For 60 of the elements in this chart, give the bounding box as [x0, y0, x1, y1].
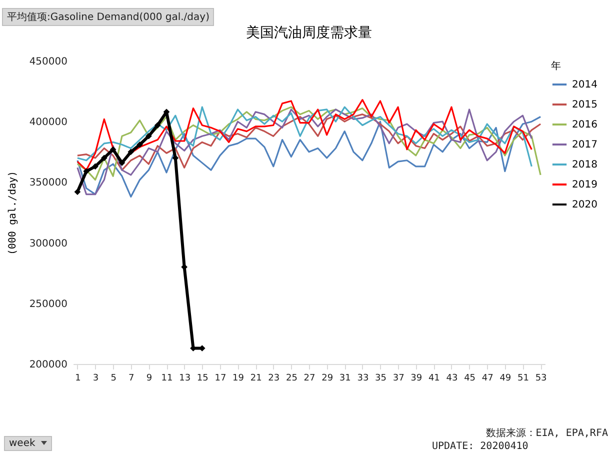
point [83, 168, 90, 174]
point [146, 132, 152, 140]
x-tick-label: 45 [464, 374, 476, 384]
x-tick-label: 27 [304, 374, 316, 384]
x-tick-label: 23 [268, 374, 280, 384]
x-tick-label: 9 [146, 374, 152, 384]
legend-label: 2017 [572, 140, 598, 150]
point [101, 154, 108, 162]
x-tick-label: 49 [500, 374, 512, 384]
x-tick-label: 1 [75, 374, 81, 384]
line-series [76, 114, 542, 171]
y-tick-label: 450000 [29, 56, 68, 68]
x-tick-label: 41 [428, 374, 440, 384]
x-tick-label: 5 [110, 374, 116, 384]
x-tick-label: 33 [357, 374, 369, 384]
x-tick-label: 51 [518, 374, 529, 384]
x-tick-label: 21 [250, 374, 262, 384]
point [74, 188, 81, 196]
point [118, 160, 126, 166]
y-tick-label: 200000 [29, 360, 68, 370]
x-tick-label: 39 [410, 374, 422, 384]
x-tick-label: 3 [92, 374, 99, 384]
legend-label: 2020 [572, 200, 598, 210]
text: UPDATE: 20200410 [432, 441, 528, 452]
point [110, 146, 116, 153]
x-tick-label: 31 [339, 374, 351, 384]
chart-title: 美国汽油周度需求量 [246, 25, 372, 41]
x-tick-label: 35 [375, 374, 386, 384]
point [154, 122, 161, 128]
y-tick-label: 250000 [29, 298, 68, 310]
point [128, 148, 134, 156]
y-tick-label: 350000 [29, 178, 68, 189]
x-tick-label: 25 [286, 374, 298, 384]
point [136, 141, 143, 148]
legend-label: 2016 [572, 120, 598, 130]
legend-label: 2015 [572, 100, 598, 110]
legend-label: 2014 [572, 80, 598, 90]
x-tick-label: 29 [322, 374, 334, 384]
x-tick-label: 15 [196, 374, 208, 384]
source-note: 数据来源：EIA, EPA,RFA [486, 426, 608, 440]
x-tick-label: 13 [179, 374, 191, 384]
point [92, 163, 98, 170]
x-tick-label: 7 [128, 374, 134, 384]
x-tick-label: 43 [446, 374, 458, 384]
legend-title: 年 [551, 60, 561, 72]
x-tick-label: 53 [535, 374, 547, 384]
text: week [4, 436, 52, 451]
y-axis-title: (000 gal./day) [7, 170, 18, 256]
line-series [76, 106, 532, 168]
y-tick-label: 400000 [29, 117, 68, 128]
text: 平均值项:Gasoline Demand(000 gal./day) [2, 8, 214, 26]
x-tick-label: 47 [482, 374, 494, 384]
legend-label: 2019 [572, 180, 598, 190]
x-tick-label: 37 [392, 374, 404, 384]
x-tick-label: 19 [232, 374, 244, 384]
line-series [76, 106, 542, 181]
y-tick-label: 300000 [29, 238, 68, 250]
x-tick-label: 17 [214, 374, 226, 384]
x-tick-label: 11 [161, 374, 173, 384]
legend-label: 2018 [572, 160, 598, 170]
